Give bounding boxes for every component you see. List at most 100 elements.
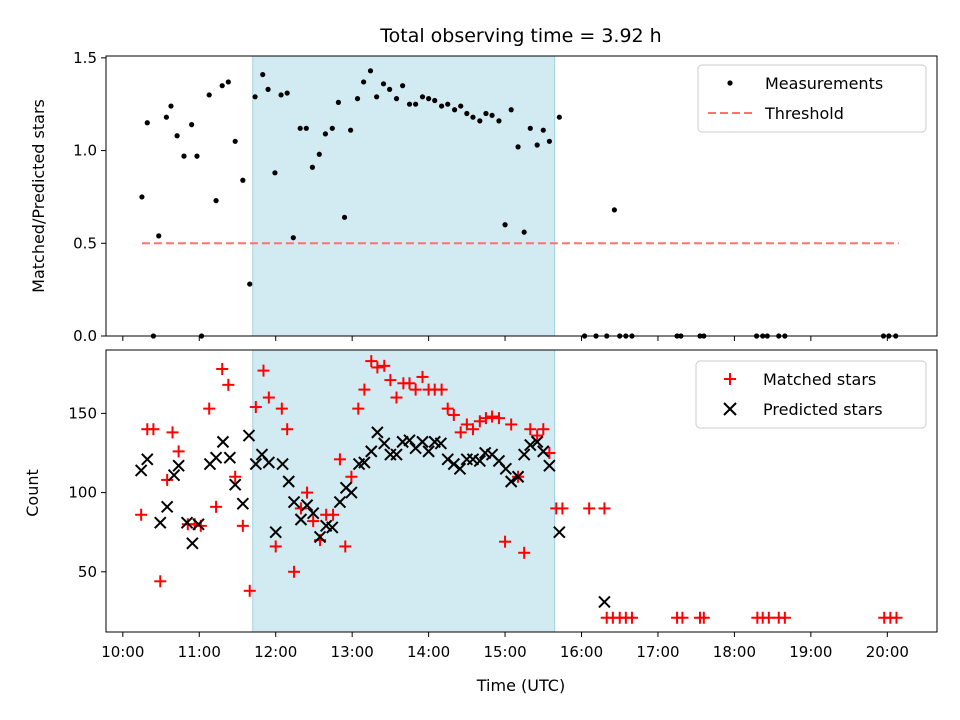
x-tick-label: 19:00 <box>789 643 832 661</box>
predicted-point <box>499 462 513 476</box>
top-highlight-span <box>252 55 556 337</box>
predicted-point <box>403 434 416 447</box>
figure-title: Total observing time = 3.92 h <box>379 25 661 47</box>
measurement-point <box>393 96 400 102</box>
bottom-x-ticks: 10:00 11:00 12:00 13:00 14:00 15:00 16:00 17:00… <box>101 632 909 661</box>
measurement-point <box>252 94 258 100</box>
matched-point <box>269 540 282 553</box>
measurement-point <box>232 138 238 144</box>
matched-point <box>531 429 544 442</box>
matched-point <box>339 540 352 553</box>
predicted-point <box>313 530 327 544</box>
top-y-ticks: 0.0 0.5 1.0 1.5 <box>73 49 106 345</box>
predicted-point <box>517 448 531 461</box>
measurement-point <box>439 103 445 109</box>
measurement-point <box>419 94 426 100</box>
matched-point <box>499 535 512 548</box>
measurement-point <box>515 144 521 150</box>
measurement-point <box>348 127 354 133</box>
matched-point <box>435 383 448 396</box>
measurement-point <box>361 79 367 85</box>
measurement-point <box>303 125 309 131</box>
measurement-point <box>144 120 150 126</box>
bottom-legend: Matched stars Predicted stars <box>695 360 927 429</box>
bottom-y-tick-label: 150 <box>68 404 97 422</box>
x-tick-label: 16:00 <box>560 643 603 661</box>
bottom-y-tick-label: 50 <box>78 563 97 581</box>
matched-point <box>281 423 294 436</box>
predicted-point <box>365 445 378 458</box>
measurement-point <box>432 97 438 104</box>
matched-point <box>365 355 378 368</box>
measurement-point <box>189 122 195 128</box>
predicted-point <box>537 445 550 458</box>
measurement-point <box>534 142 540 148</box>
bottom-y-ticks: 50 100 150 <box>68 404 106 581</box>
measurement-point <box>367 68 374 74</box>
matched-point <box>161 473 174 486</box>
measurement-point <box>265 86 271 92</box>
legend-plus-icon <box>724 373 736 385</box>
measurement-point <box>521 229 527 235</box>
count-points <box>134 355 903 624</box>
predicted-point <box>287 495 301 509</box>
legend-threshold-label: Threshold <box>764 104 844 123</box>
matched-point <box>172 445 185 458</box>
x-tick-label: 14:00 <box>407 643 450 661</box>
measurement-point <box>413 101 419 107</box>
predicted-point <box>223 451 237 464</box>
top-y-tick-label: 0.5 <box>73 234 97 252</box>
measurement-point <box>380 81 387 87</box>
x-tick-label: 18:00 <box>713 643 756 661</box>
matched-point <box>556 502 569 515</box>
measurement-point <box>527 125 533 131</box>
matched-point <box>676 611 689 624</box>
predicted-point <box>186 537 199 550</box>
measurement-point <box>546 138 553 144</box>
matched-point <box>288 565 301 578</box>
measurement-point <box>502 222 508 228</box>
measurement-point <box>247 281 253 287</box>
x-tick-label: 10:00 <box>101 643 144 661</box>
measurement-point <box>297 125 303 131</box>
predicted-point <box>504 475 518 488</box>
measurement-point <box>374 94 380 100</box>
measurement-point <box>219 83 225 89</box>
matched-point <box>524 423 537 436</box>
top-axes-frame <box>105 55 938 337</box>
matched-point <box>147 423 160 436</box>
x-axis-label: Time (UTC) <box>476 676 565 695</box>
predicted-point <box>154 516 167 529</box>
predicted-point <box>371 426 384 439</box>
matched-point <box>625 611 638 624</box>
predicted-point <box>192 518 205 531</box>
matched-point <box>447 408 460 421</box>
measurement-point <box>213 198 219 204</box>
matched-point <box>598 502 611 515</box>
measurement-point <box>272 170 278 176</box>
predicted-point <box>236 497 250 510</box>
matched-point <box>473 415 486 428</box>
measurement-point <box>540 127 546 133</box>
matched-point <box>403 377 416 390</box>
measurement-point <box>284 90 290 96</box>
matched-point <box>345 470 358 483</box>
measurement-point <box>174 133 180 139</box>
legend-predicted-label: Predicted stars <box>763 400 883 419</box>
measurement-point <box>206 92 212 98</box>
matched-point <box>236 519 249 532</box>
predicted-point <box>543 459 556 472</box>
matched-point <box>257 364 270 377</box>
measurement-point <box>139 194 145 200</box>
predicted-point <box>180 516 194 529</box>
matched-point <box>583 502 596 515</box>
matched-point <box>466 423 479 436</box>
legend-measurements-label: Measurements <box>765 74 883 93</box>
measurement-point <box>477 118 483 124</box>
matched-point <box>333 453 346 466</box>
predicted-point <box>511 470 525 483</box>
predicted-point <box>530 435 544 449</box>
top-y-tick-label: 1.5 <box>73 49 97 67</box>
matched-point <box>409 383 422 396</box>
